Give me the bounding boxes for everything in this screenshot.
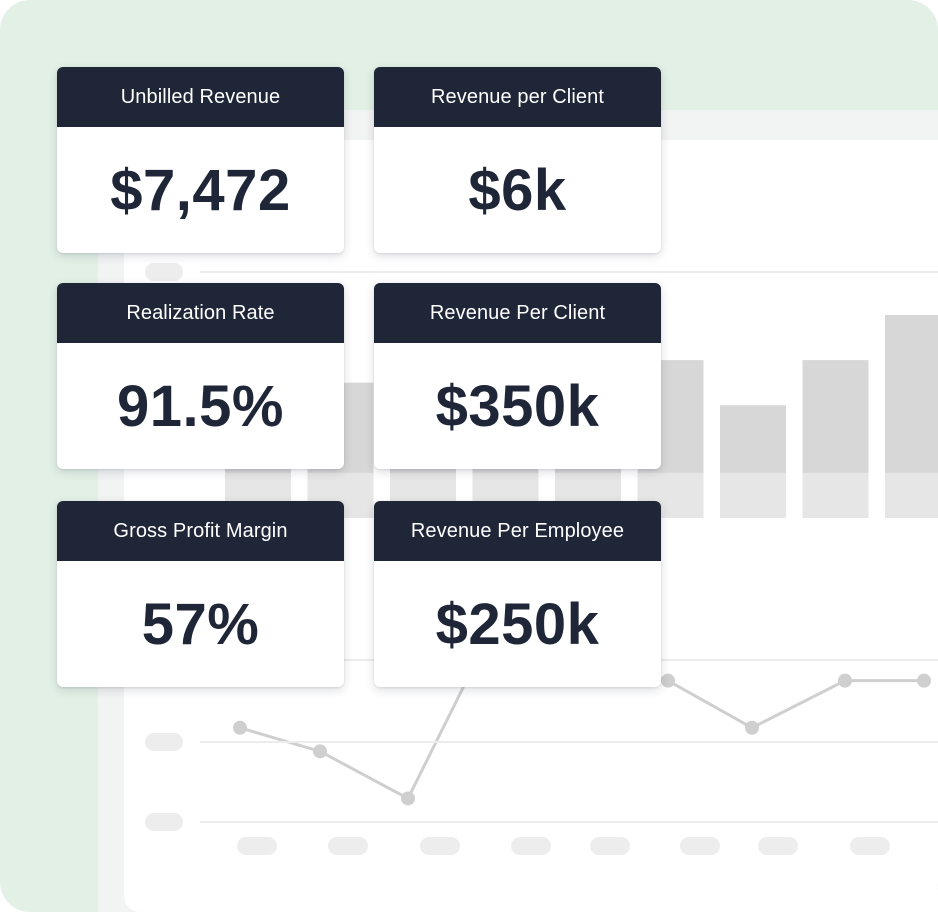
data-point — [401, 791, 415, 806]
kpi-label: Realization Rate — [57, 283, 344, 343]
kpi-label: Revenue Per Employee — [374, 501, 661, 561]
kpi-card-revenue-per-client-annual: Revenue Per Client $350k — [374, 283, 661, 469]
kpi-label: Revenue per Client — [374, 67, 661, 127]
axis-label-placeholder — [758, 837, 798, 855]
data-point — [838, 673, 852, 688]
axis-label-placeholder — [511, 837, 551, 855]
data-point — [917, 673, 931, 688]
kpi-value: 91.5% — [117, 373, 284, 439]
kpi-card-revenue-per-employee: Revenue Per Employee $250k — [374, 501, 661, 687]
bar-lower — [802, 472, 869, 518]
axis-label-placeholder — [145, 263, 183, 281]
kpi-value: $7,472 — [110, 157, 291, 223]
kpi-value: $350k — [435, 373, 600, 439]
kpi-card-realization-rate: Realization Rate 91.5% — [57, 283, 344, 469]
kpi-card-unbilled-revenue: Unbilled Revenue $7,472 — [57, 67, 344, 253]
data-point — [661, 673, 675, 688]
data-point — [745, 720, 759, 735]
axis-label-placeholder — [680, 837, 720, 855]
kpi-value: $250k — [435, 591, 600, 657]
kpi-label: Unbilled Revenue — [57, 67, 344, 127]
kpi-value: $6k — [468, 157, 567, 223]
axis-label-placeholder — [145, 813, 183, 831]
data-point — [233, 720, 247, 735]
axis-label-placeholder — [420, 837, 460, 855]
kpi-value: 57% — [141, 591, 260, 657]
axis-label-placeholder — [328, 837, 368, 855]
axis-label-placeholder — [145, 733, 183, 751]
kpi-label: Gross Profit Margin — [57, 501, 344, 561]
axis-label-placeholder — [590, 837, 630, 855]
axis-label-placeholder — [237, 837, 277, 855]
kpi-label: Revenue Per Client — [374, 283, 661, 343]
kpi-card-gross-profit-margin: Gross Profit Margin 57% — [57, 501, 344, 687]
bar-lower — [885, 472, 938, 518]
data-point — [313, 744, 327, 759]
bar-lower — [720, 472, 786, 518]
axis-label-placeholder — [850, 837, 890, 855]
kpi-card-revenue-per-client: Revenue per Client $6k — [374, 67, 661, 253]
